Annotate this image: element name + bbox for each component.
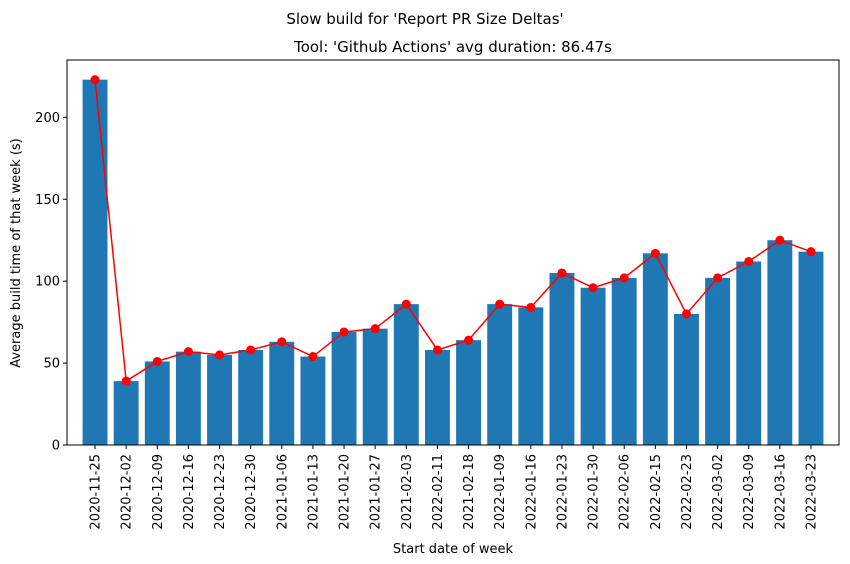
point-2022-03-09	[744, 257, 754, 267]
y-tick-label-150: 150	[35, 193, 60, 208]
x-tick-label-2020-12-30: 2020-12-30	[244, 454, 259, 530]
x-tick-label-2020-11-25: 2020-11-25	[89, 454, 104, 530]
point-2021-01-06	[277, 337, 287, 347]
bar-2021-01-27	[362, 328, 388, 445]
bar-2022-03-02	[705, 277, 731, 445]
y-axis-label: Average build time of that week (s)	[9, 138, 24, 368]
point-2020-12-30	[246, 345, 256, 355]
x-axis: 2020-11-25 2020-12-02 2020-12-09 2020-12-16…	[89, 445, 819, 530]
point-2022-02-15	[650, 248, 660, 258]
point-2020-12-23	[215, 350, 225, 360]
x-tick-label-2020-12-16: 2020-12-16	[182, 454, 197, 530]
bar-2021-02-18	[456, 340, 482, 445]
y-tick-label-200: 200	[35, 111, 60, 126]
point-2021-01-20	[339, 327, 349, 337]
x-tick-label-2022-03-16: 2022-03-16	[773, 454, 788, 530]
point-2020-12-02	[121, 376, 131, 386]
y-axis: 0 50 100 150 200	[35, 111, 67, 454]
bar-2022-03-16	[767, 240, 793, 445]
x-tick-label-2022-01-23: 2022-01-23	[555, 454, 570, 530]
series-line	[94, 79, 812, 383]
point-2021-02-18	[464, 335, 474, 345]
x-tick-label-2022-01-16: 2022-01-16	[524, 454, 539, 530]
point-2022-03-02	[713, 273, 723, 283]
y-tick-label-100: 100	[35, 275, 60, 290]
line-group	[94, 79, 812, 383]
bar-2022-03-23	[798, 251, 824, 445]
x-tick-label-2021-01-13: 2021-01-13	[306, 454, 321, 530]
bar-2020-12-09	[144, 361, 170, 445]
point-2020-12-09	[152, 356, 162, 366]
x-tick-label-2022-03-09: 2022-03-09	[742, 454, 757, 530]
bar-2022-01-30	[580, 287, 606, 445]
y-tick-label-0: 0	[52, 439, 60, 454]
point-2022-01-09	[495, 299, 505, 309]
x-tick-label-2022-01-09: 2022-01-09	[493, 454, 508, 530]
point-2020-12-16	[183, 347, 193, 357]
bar-2022-01-23	[549, 272, 575, 445]
bar-2021-02-03	[393, 304, 419, 445]
point-2022-02-06	[619, 273, 629, 283]
bar-2021-01-06	[269, 341, 295, 445]
bar-2022-02-23	[674, 313, 699, 445]
x-tick-label-2021-02-03: 2021-02-03	[400, 454, 415, 530]
x-tick-label-2021-01-06: 2021-01-06	[275, 454, 290, 530]
x-tick-label-2021-02-18: 2021-02-18	[462, 454, 477, 530]
bar-2021-01-13	[300, 356, 326, 445]
bar-2022-03-09	[736, 261, 762, 445]
x-tick-label-2020-12-02: 2020-12-02	[120, 454, 135, 530]
x-axis-label: Start date of week	[393, 542, 514, 557]
x-tick-label-2022-02-11: 2022-02-11	[431, 454, 446, 530]
x-tick-label-2022-01-30: 2022-01-30	[587, 454, 602, 530]
point-2022-02-11	[432, 345, 442, 355]
bar-2022-02-11	[424, 349, 450, 445]
point-2022-01-16	[526, 302, 536, 312]
point-2022-01-23	[557, 268, 567, 278]
point-2022-01-30	[588, 283, 598, 293]
point-2021-01-13	[308, 352, 318, 362]
markers-group	[90, 75, 816, 386]
x-tick-label-2022-02-06: 2022-02-06	[618, 454, 633, 530]
bar-2020-12-30	[238, 349, 264, 445]
point-2022-03-16	[775, 235, 785, 245]
x-tick-label-2022-02-23: 2022-02-23	[680, 454, 695, 530]
bar-2020-12-16	[175, 351, 201, 445]
x-tick-label-2022-03-23: 2022-03-23	[804, 454, 819, 530]
point-2020-11-25	[90, 75, 100, 85]
bar-2020-11-25	[82, 79, 108, 445]
x-tick-label-2020-12-09: 2020-12-09	[151, 454, 166, 530]
x-tick-label-2022-02-15: 2022-02-15	[649, 454, 664, 530]
y-tick-label-50: 50	[43, 357, 60, 372]
x-tick-label-2021-01-27: 2021-01-27	[369, 454, 384, 530]
bar-2022-02-06	[611, 277, 637, 445]
bars-group	[82, 79, 824, 445]
point-2022-02-23	[681, 309, 691, 319]
bar-2020-12-02	[113, 381, 139, 445]
bar-2021-01-20	[331, 331, 357, 445]
x-tick-label-2022-03-02: 2022-03-02	[711, 454, 726, 530]
point-2021-01-27	[370, 324, 380, 334]
point-2021-02-03	[401, 299, 411, 309]
plot-frame	[66, 59, 840, 446]
point-2022-03-23	[806, 247, 816, 257]
chart-title: Tool: 'Github Actions' avg duration: 86.…	[293, 38, 612, 56]
x-tick-label-2020-12-23: 2020-12-23	[213, 454, 228, 530]
bar-2022-01-09	[487, 304, 513, 445]
bar-2022-02-15	[642, 253, 668, 445]
bar-2020-12-23	[207, 354, 232, 445]
x-tick-label-2021-01-20: 2021-01-20	[338, 454, 353, 530]
chart-suptitle: Slow build for 'Report PR Size Deltas'	[286, 10, 563, 28]
bar-2022-01-16	[518, 307, 544, 445]
